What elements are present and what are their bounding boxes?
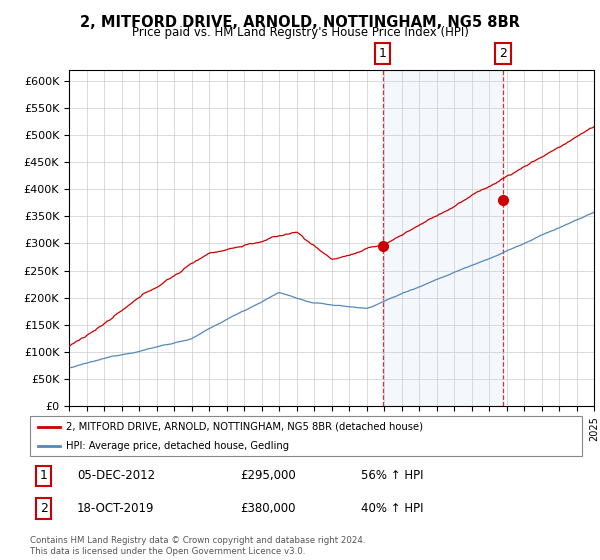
Text: 05-DEC-2012: 05-DEC-2012 <box>77 469 155 482</box>
Text: £295,000: £295,000 <box>240 469 296 482</box>
Text: 2, MITFORD DRIVE, ARNOLD, NOTTINGHAM, NG5 8BR (detached house): 2, MITFORD DRIVE, ARNOLD, NOTTINGHAM, NG… <box>66 422 423 432</box>
Text: 2: 2 <box>40 502 48 515</box>
Bar <box>383 70 503 406</box>
Text: 40% ↑ HPI: 40% ↑ HPI <box>361 502 424 515</box>
Text: Contains HM Land Registry data © Crown copyright and database right 2024.
This d: Contains HM Land Registry data © Crown c… <box>30 536 365 556</box>
Text: 18-OCT-2019: 18-OCT-2019 <box>77 502 154 515</box>
Text: Price paid vs. HM Land Registry's House Price Index (HPI): Price paid vs. HM Land Registry's House … <box>131 26 469 39</box>
Text: 1: 1 <box>40 469 48 482</box>
FancyBboxPatch shape <box>30 416 582 456</box>
Text: 2, MITFORD DRIVE, ARNOLD, NOTTINGHAM, NG5 8BR: 2, MITFORD DRIVE, ARNOLD, NOTTINGHAM, NG… <box>80 15 520 30</box>
Text: 2: 2 <box>499 47 507 60</box>
Text: HPI: Average price, detached house, Gedling: HPI: Average price, detached house, Gedl… <box>66 441 289 450</box>
Text: 1: 1 <box>379 47 386 60</box>
Text: £380,000: £380,000 <box>240 502 295 515</box>
Text: 56% ↑ HPI: 56% ↑ HPI <box>361 469 424 482</box>
